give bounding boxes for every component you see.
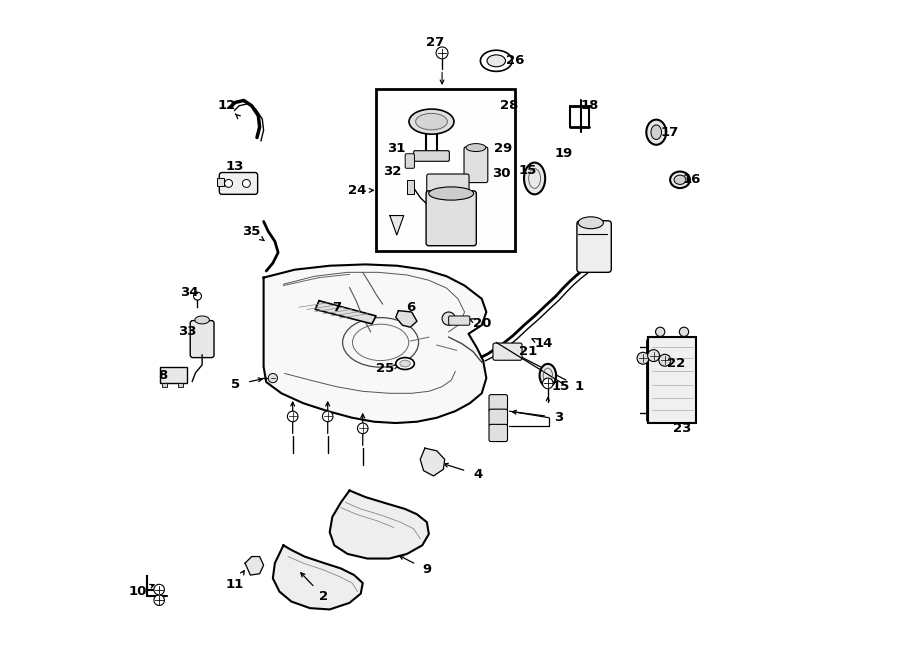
Ellipse shape [396,358,414,369]
Bar [160,367,187,383]
Text: 19: 19 [554,147,572,160]
Text: 16: 16 [682,173,700,186]
Ellipse shape [466,143,486,151]
Circle shape [225,179,232,188]
Text: 22: 22 [667,357,685,370]
Text: 35: 35 [242,225,261,238]
Polygon shape [273,545,363,609]
Circle shape [680,327,688,336]
Text: 27: 27 [427,36,445,50]
Text: 13: 13 [226,160,245,173]
Ellipse shape [524,163,545,194]
Circle shape [659,354,670,366]
FancyBboxPatch shape [427,174,469,196]
Polygon shape [390,215,404,235]
Ellipse shape [578,217,603,229]
Ellipse shape [646,120,666,145]
Text: 20: 20 [472,317,490,330]
Text: 23: 23 [673,422,692,435]
Circle shape [242,179,250,188]
Polygon shape [315,301,376,324]
Text: 21: 21 [519,345,537,358]
Text: 12: 12 [218,99,236,112]
Ellipse shape [651,125,661,139]
Text: 7: 7 [332,301,341,314]
Circle shape [322,411,333,422]
Polygon shape [264,264,486,423]
FancyBboxPatch shape [414,151,449,161]
Text: 15: 15 [519,164,537,177]
Text: 25: 25 [376,362,394,375]
Text: 29: 29 [494,142,512,155]
Polygon shape [396,311,417,327]
Text: 17: 17 [661,126,679,139]
Circle shape [442,312,455,325]
Circle shape [357,423,368,434]
Text: 33: 33 [177,325,196,338]
Ellipse shape [428,187,473,200]
Text: 1: 1 [574,380,583,393]
FancyBboxPatch shape [190,321,214,358]
Text: 26: 26 [506,54,524,67]
Text: 32: 32 [382,165,401,178]
Bar [217,178,224,186]
FancyBboxPatch shape [449,316,470,325]
Circle shape [648,350,660,362]
Circle shape [154,584,165,595]
Text: 24: 24 [348,184,366,197]
Ellipse shape [400,360,410,367]
Bar [177,383,183,387]
Circle shape [194,292,202,300]
Bar [376,89,515,251]
Circle shape [268,373,277,383]
Text: 11: 11 [226,578,244,592]
FancyBboxPatch shape [489,409,508,426]
Bar [162,383,167,387]
Ellipse shape [481,50,512,71]
FancyBboxPatch shape [426,191,476,246]
Ellipse shape [416,113,447,130]
Circle shape [637,352,649,364]
Circle shape [154,595,165,605]
Text: 30: 30 [492,167,511,180]
Ellipse shape [670,172,690,188]
Text: 15: 15 [552,380,571,393]
Text: 4: 4 [473,468,482,481]
FancyBboxPatch shape [493,343,522,360]
Text: 5: 5 [230,378,239,391]
Bar [407,180,414,194]
Polygon shape [245,557,264,575]
FancyBboxPatch shape [464,147,488,182]
Bar [648,337,696,423]
FancyBboxPatch shape [405,154,414,169]
Polygon shape [420,448,445,476]
Text: 8: 8 [158,369,167,382]
Ellipse shape [674,175,686,184]
Ellipse shape [195,316,210,324]
Circle shape [655,327,665,336]
Circle shape [543,378,553,389]
Text: 3: 3 [554,411,563,424]
Ellipse shape [409,109,454,134]
FancyBboxPatch shape [489,395,508,412]
Text: 18: 18 [580,99,599,112]
Text: 10: 10 [129,585,148,598]
Circle shape [436,47,448,59]
Text: 14: 14 [535,337,553,350]
Text: 31: 31 [387,142,405,155]
Polygon shape [329,490,428,559]
Text: 34: 34 [180,286,198,299]
Ellipse shape [540,364,556,387]
Text: 6: 6 [406,301,415,314]
Text: 28: 28 [500,99,518,112]
FancyBboxPatch shape [577,221,611,272]
Ellipse shape [487,55,506,67]
Text: 2: 2 [319,590,328,603]
Circle shape [287,411,298,422]
FancyBboxPatch shape [220,173,257,194]
Text: 9: 9 [422,563,431,576]
FancyBboxPatch shape [489,424,508,442]
